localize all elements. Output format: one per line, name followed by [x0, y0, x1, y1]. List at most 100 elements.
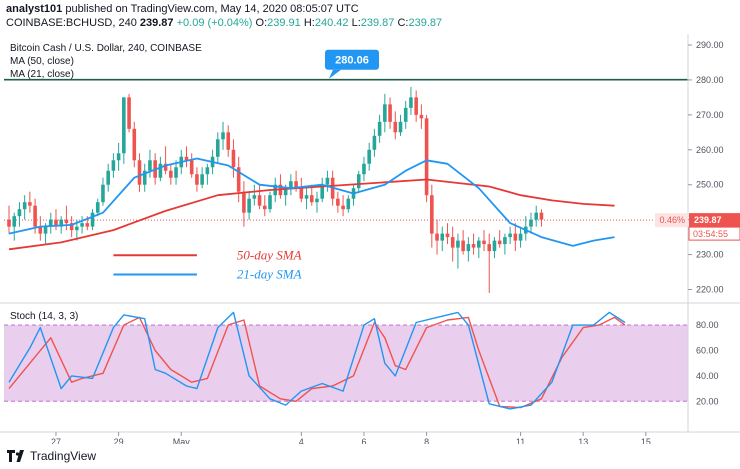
candle-body[interactable]: [33, 205, 37, 227]
candle-body[interactable]: [477, 240, 481, 248]
candle-body[interactable]: [492, 240, 497, 252]
candle-body[interactable]: [195, 174, 199, 185]
candle-body[interactable]: [388, 104, 392, 122]
candle-body[interactable]: [28, 202, 32, 206]
candle-body[interactable]: [471, 244, 476, 248]
candle-body[interactable]: [257, 195, 262, 206]
candle-body[interactable]: [59, 219, 63, 227]
candle-body[interactable]: [158, 163, 163, 178]
candle-body[interactable]: [341, 205, 345, 210]
candle-body[interactable]: [356, 174, 361, 189]
candle-body[interactable]: [445, 233, 450, 238]
candle-body[interactable]: [174, 167, 178, 178]
candle-body[interactable]: [247, 198, 251, 213]
candle-body[interactable]: [184, 156, 189, 161]
candle-body[interactable]: [116, 153, 121, 161]
candle-body[interactable]: [106, 170, 110, 185]
candle-body[interactable]: [372, 135, 377, 150]
candle-body[interactable]: [294, 181, 298, 189]
candle-body[interactable]: [487, 244, 492, 252]
candle-body[interactable]: [283, 188, 288, 196]
candle-body[interactable]: [64, 219, 69, 224]
candle-body[interactable]: [309, 195, 314, 203]
candle-body[interactable]: [85, 223, 90, 227]
candle-body[interactable]: [450, 237, 455, 248]
candle-body[interactable]: [430, 195, 434, 234]
candle-body[interactable]: [169, 170, 173, 178]
candle-body[interactable]: [440, 233, 445, 241]
candle-body[interactable]: [289, 181, 293, 189]
candle-body[interactable]: [95, 202, 100, 213]
candle-body[interactable]: [304, 195, 309, 199]
candle-body[interactable]: [403, 107, 408, 122]
candle-body[interactable]: [362, 163, 366, 175]
candle-body[interactable]: [383, 104, 387, 122]
price-chart[interactable]: Bitcoin Cash / U.S. Dollar, 240, COINBAS…: [0, 34, 740, 444]
tradingview-logo-icon[interactable]: [6, 449, 26, 463]
candle-body[interactable]: [163, 163, 168, 171]
candle-body[interactable]: [137, 160, 142, 185]
candle-body[interactable]: [508, 233, 512, 238]
candle-body[interactable]: [398, 121, 403, 133]
candle-body[interactable]: [414, 97, 418, 115]
candle-body[interactable]: [111, 160, 116, 171]
candle-body[interactable]: [336, 198, 340, 206]
candle-body[interactable]: [268, 195, 272, 210]
candle-body[interactable]: [419, 114, 424, 119]
candle-body[interactable]: [377, 121, 382, 136]
candle-body[interactable]: [122, 97, 126, 154]
candle-body[interactable]: [529, 219, 533, 227]
candle-body[interactable]: [346, 198, 351, 210]
candle-body[interactable]: [38, 226, 43, 234]
candle-body[interactable]: [54, 219, 58, 227]
price-pane[interactable]: Bitcoin Cash / U.S. Dollar, 240, COINBAS…: [4, 43, 688, 294]
candle-body[interactable]: [409, 97, 413, 108]
candle-body[interactable]: [189, 160, 194, 175]
candle-body[interactable]: [75, 226, 79, 231]
candle-body[interactable]: [262, 205, 267, 210]
candle-body[interactable]: [299, 188, 304, 199]
candle-body[interactable]: [518, 233, 523, 241]
candle-body[interactable]: [80, 223, 84, 227]
candle-body[interactable]: [226, 132, 231, 150]
candle-body[interactable]: [461, 240, 465, 252]
candle-body[interactable]: [466, 244, 471, 252]
candle-body[interactable]: [252, 195, 257, 199]
candle-body[interactable]: [12, 216, 17, 227]
tradingview-brand[interactable]: TradingView: [30, 449, 97, 463]
candle-body[interactable]: [534, 212, 539, 220]
candle-body[interactable]: [142, 170, 147, 185]
candle-body[interactable]: [17, 209, 22, 217]
candle-body[interactable]: [43, 226, 48, 234]
candle-body[interactable]: [393, 121, 398, 133]
candle-body[interactable]: [7, 219, 11, 227]
candle-body[interactable]: [456, 240, 460, 248]
stochastic-pane[interactable]: Stoch (14, 3, 3): [4, 311, 688, 410]
candle-body[interactable]: [231, 149, 236, 168]
candle-body[interactable]: [205, 167, 210, 175]
candle-body[interactable]: [132, 128, 137, 161]
candle-body[interactable]: [503, 237, 507, 245]
candle-body[interactable]: [315, 198, 319, 203]
candle-body[interactable]: [22, 202, 27, 210]
candle-body[interactable]: [127, 97, 131, 129]
candle-body[interactable]: [216, 139, 220, 157]
candle-body[interactable]: [221, 132, 225, 140]
candle-body[interactable]: [90, 212, 95, 227]
candle-body[interactable]: [424, 118, 429, 196]
candle-body[interactable]: [325, 177, 330, 185]
candle-body[interactable]: [236, 167, 241, 192]
candle-body[interactable]: [148, 160, 152, 171]
candle-body[interactable]: [48, 219, 53, 227]
author-name[interactable]: analyst101: [6, 3, 63, 15]
candle-body[interactable]: [200, 174, 204, 185]
candle-body[interactable]: [497, 240, 502, 245]
candle-body[interactable]: [367, 149, 371, 164]
candle-body[interactable]: [435, 233, 439, 241]
candle-body[interactable]: [482, 240, 486, 245]
candle-body[interactable]: [320, 184, 324, 199]
candle-body[interactable]: [101, 184, 105, 203]
candle-body[interactable]: [69, 223, 74, 231]
candle-body[interactable]: [539, 212, 544, 220]
candle-body[interactable]: [513, 233, 518, 241]
